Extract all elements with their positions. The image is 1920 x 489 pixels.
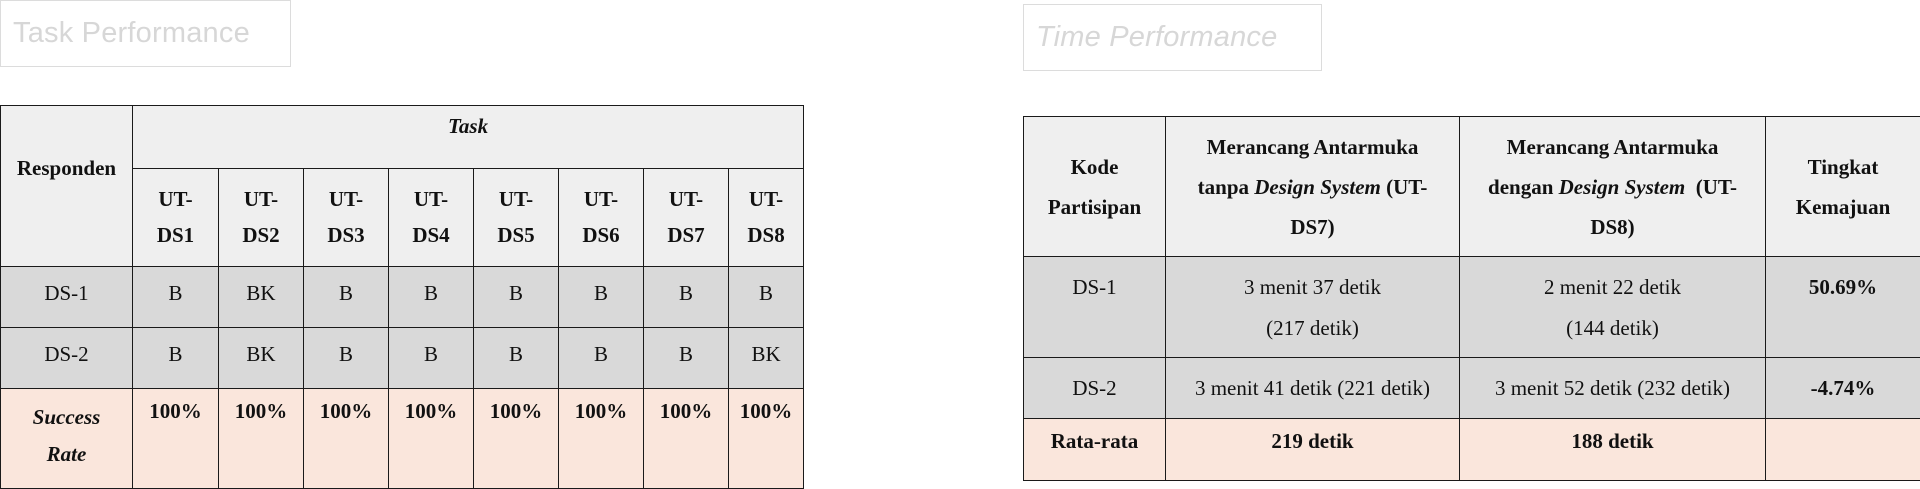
time-performance-label: Time Performance <box>1023 4 1322 71</box>
task-col-header: UT- DS8 <box>727 168 805 267</box>
task-col-header: UT- DS4 <box>388 168 474 267</box>
task-col-header: UT- DS5 <box>473 168 559 267</box>
success-rate-row: Success Rate 100% 100% 100% 100% 100% 100… <box>0 388 805 489</box>
task-performance-label-text: Task Performance <box>13 17 250 49</box>
task-col-header: UT- DS7 <box>643 168 729 267</box>
success-rate-cell: 100% <box>218 388 304 489</box>
success-rate-cell: 100% <box>388 388 474 489</box>
task-subheader-row: UT- DS1 UT- DS2 UT- DS3 UT- DS4 UT- DS5 UT- DS… <box>1 168 805 267</box>
result-cell: BK <box>218 266 304 328</box>
time-performance-table: Kode Partisipan Merancang Antarmuka tanpa… <box>1023 116 1920 481</box>
task-performance-label: Task Performance <box>0 0 291 67</box>
respondent-cell: DS-1 <box>0 266 133 328</box>
success-rate-cell: 100% <box>303 388 389 489</box>
participant-code-cell: DS-1 <box>1023 256 1166 358</box>
average-with-cell: 188 detik <box>1459 418 1766 481</box>
task-header: Task <box>131 105 805 169</box>
table-row: DS-1 B BK B B B B B B <box>0 266 805 328</box>
time-header-row: Kode Partisipan Merancang Antarmuka tanpa… <box>1023 116 1920 257</box>
success-rate-cell: 100% <box>727 388 805 489</box>
task-col-header: UT- DS1 <box>132 168 219 267</box>
time-without-cell: 3 menit 37 detik (217 detik) <box>1165 256 1460 358</box>
result-cell: B <box>643 327 729 389</box>
average-progress-cell <box>1765 418 1920 481</box>
time-with-cell: 3 menit 52 detik (232 detik) <box>1459 357 1766 419</box>
progress-cell: -4.74% <box>1765 357 1920 419</box>
table-row: DS-2 B BK B B B B B BK <box>0 327 805 389</box>
with-design-system-header: Merancang Antarmuka dengan Design System… <box>1459 116 1766 257</box>
table-row: DS-1 3 menit 37 detik (217 detik) 2 menit… <box>1023 256 1920 358</box>
progress-cell: 50.69% <box>1765 256 1920 358</box>
result-cell: B <box>643 266 729 328</box>
result-cell: B <box>727 266 805 328</box>
result-cell: B <box>132 327 219 389</box>
success-rate-label: Success Rate <box>0 388 133 489</box>
result-cell: B <box>473 327 559 389</box>
result-cell: B <box>388 327 474 389</box>
tingkat-kemajuan-header: Tingkat Kemajuan <box>1765 116 1920 257</box>
task-performance-table: Responden Task UT- DS1 UT- DS2 UT- DS3 UT- D… <box>0 105 805 489</box>
average-row: Rata-rata 219 detik 188 detik <box>1023 418 1920 481</box>
table-row: DS-2 3 menit 41 detik (221 detik) 3 meni… <box>1023 357 1920 419</box>
result-cell: B <box>388 266 474 328</box>
result-cell: B <box>558 327 644 389</box>
respondent-cell: DS-2 <box>0 327 133 389</box>
without-design-system-header: Merancang Antarmuka tanpa Design System … <box>1165 116 1460 257</box>
result-cell: B <box>473 266 559 328</box>
task-col-header: UT- DS6 <box>558 168 644 267</box>
result-cell: B <box>303 266 389 328</box>
result-cell: B <box>132 266 219 328</box>
average-label: Rata-rata <box>1023 418 1166 481</box>
responden-header: Responden <box>0 105 133 267</box>
kode-partisipan-header: Kode Partisipan <box>1023 116 1166 257</box>
task-header-row: Responden Task <box>0 105 805 267</box>
participant-code-cell: DS-2 <box>1023 357 1166 419</box>
result-cell: BK <box>727 327 805 389</box>
result-cell: BK <box>218 327 304 389</box>
time-without-cell: 3 menit 41 detik (221 detik) <box>1165 357 1460 419</box>
success-rate-cell: 100% <box>473 388 559 489</box>
task-col-header: UT- DS2 <box>218 168 304 267</box>
average-without-cell: 219 detik <box>1165 418 1460 481</box>
result-cell: B <box>558 266 644 328</box>
result-cell: B <box>303 327 389 389</box>
time-with-cell: 2 menit 22 detik (144 detik) <box>1459 256 1766 358</box>
success-rate-cell: 100% <box>132 388 219 489</box>
success-rate-cell: 100% <box>558 388 644 489</box>
success-rate-cell: 100% <box>643 388 729 489</box>
task-col-header: UT- DS3 <box>303 168 389 267</box>
time-performance-label-text: Time Performance <box>1036 21 1278 53</box>
